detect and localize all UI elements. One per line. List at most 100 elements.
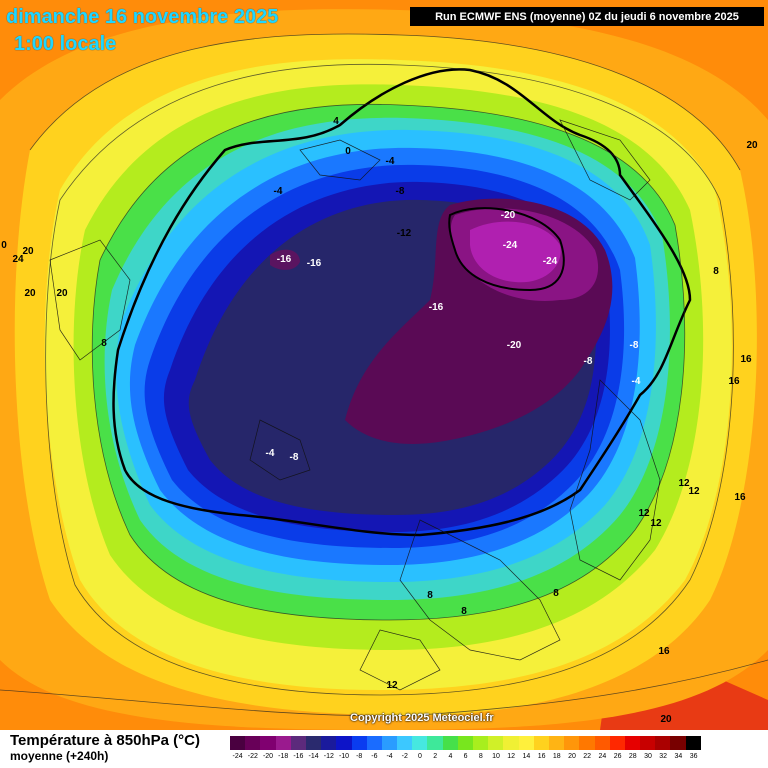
isotherm-label: 24 (12, 254, 24, 265)
legend-tick-label: 32 (659, 753, 668, 760)
legend-tick-label: 12 (507, 753, 516, 760)
isotherm-label: 8 (713, 266, 719, 277)
variable-subtitle: moyenne (+240h) (10, 749, 109, 763)
legend-swatch (381, 736, 398, 750)
legend-tick-label: -20 (262, 753, 274, 760)
legend-tick-label: -12 (323, 753, 334, 760)
isotherm-label: -20 (507, 340, 522, 351)
isotherm-label: 12 (638, 508, 650, 519)
isotherm-label: -16 (429, 302, 444, 313)
legend-swatch (609, 736, 625, 750)
legend-swatch (230, 736, 246, 750)
legend-swatch (260, 736, 276, 750)
legend-swatch (488, 736, 504, 750)
isotherm-label: 16 (734, 492, 746, 503)
legend-swatch (457, 736, 473, 750)
isotherm-label: -16 (307, 258, 322, 269)
isotherm-label: 8 (461, 606, 467, 617)
legend-swatch (427, 736, 443, 750)
isotherm-label: 0 (345, 146, 351, 157)
legend-tick-label: 30 (644, 753, 652, 760)
legend-tick-label: 14 (522, 753, 531, 760)
isotherm-label: -12 (397, 228, 412, 239)
legend-swatch (321, 736, 337, 750)
legend-tick-label: 16 (537, 753, 546, 760)
legend-tick-label: 24 (598, 753, 607, 760)
forecast-time: 1:00 locale (14, 33, 117, 55)
isotherm-label: -20 (501, 210, 516, 221)
legend-swatch (412, 736, 428, 750)
legend-tick-label: -14 (308, 753, 319, 760)
variable-title: Température à 850hPa (°C) (10, 732, 200, 749)
isotherm-label: -24 (543, 256, 558, 267)
isotherm-label: 12 (688, 486, 700, 497)
footer-bar: Température à 850hPa (°C) moyenne (+240h… (0, 730, 768, 768)
legend-ticks: -24 -22 -20 -18 -16 -14 -12 -10 -8 -6 -4 -2 0 2 4 6 8 10 1… (230, 753, 700, 763)
legend-tick-label: 0 (418, 753, 422, 760)
legend-swatch (275, 736, 291, 750)
legend-tick-label: 4 (448, 753, 453, 760)
legend-tick-label: 8 (478, 753, 483, 760)
isotherm-label: 4 (333, 116, 339, 127)
legend-tick-label: -10 (338, 753, 350, 760)
legend-swatch (640, 736, 656, 750)
legend-tick-label: -2 (401, 753, 408, 760)
legend-swatch (397, 736, 413, 750)
isotherm-label: 20 (22, 246, 34, 257)
legend-tick-label: -24 (232, 753, 243, 760)
isotherm-label: 8 (553, 588, 559, 599)
legend-swatch (245, 736, 261, 750)
cold-spot-west (270, 249, 300, 270)
legend-tick-label: -8 (356, 753, 363, 760)
cold-core-center (470, 221, 561, 283)
legend-swatch (518, 736, 534, 750)
isotherm-label: 20 (660, 714, 672, 725)
isotherm-label: 12 (678, 478, 690, 489)
legend-swatch (594, 736, 610, 750)
legend-tick-label: 28 (628, 753, 637, 760)
isotherm-label: 20 (746, 140, 758, 151)
legend-tick-label: 36 (689, 753, 698, 760)
legend-tick-label: 34 (674, 753, 683, 760)
legend-swatch (473, 736, 489, 750)
isotherm-label: -8 (584, 356, 593, 367)
isotherm-label: 16 (740, 354, 752, 365)
legend-tick-label: 20 (568, 753, 576, 760)
legend-tick-label: 10 (492, 753, 500, 760)
legend-swatch (305, 736, 322, 750)
legend-tick-label: 6 (463, 753, 468, 760)
isotherm-label: 20 (56, 288, 68, 299)
isotherm-label: 12 (386, 680, 398, 691)
legend-tick-label: -4 (386, 753, 393, 760)
isotherm-label: -8 (290, 452, 299, 463)
legend-swatch (624, 736, 641, 750)
legend-tick-label: 26 (613, 753, 622, 760)
isotherm-label: -4 (274, 186, 283, 197)
isotherm-label: 20 (24, 288, 36, 299)
isotherm-label: -16 (277, 254, 292, 265)
isotherm-label: -8 (630, 340, 639, 351)
isotherm-label: 8 (101, 338, 107, 349)
isotherm-label: 0 (1, 240, 7, 251)
legend-swatch (290, 736, 306, 750)
isotherm-label: -24 (503, 240, 518, 251)
legend-swatch (655, 736, 671, 750)
legend-swatch (579, 736, 595, 750)
isotherm-label: -8 (396, 186, 405, 197)
isotherm-label: -4 (386, 156, 395, 167)
isotherm-label: 12 (650, 518, 662, 529)
coastlines (49, 119, 661, 691)
legend-tick-label: -22 (247, 753, 258, 760)
contour-minus20 (448, 207, 565, 292)
run-info-banner: Run ECMWF ENS (moyenne) 0Z du jeudi 6 no… (410, 7, 764, 26)
temperature-map: 4 0 -4 -4 -8 -12 -20 -24 -24 -16 -16 -16 -20 -8 -8 -4 -4… (0, 0, 768, 730)
contour-labels: 4 0 -4 -4 -8 -12 -20 -24 -24 -16 -16 -16 -20 -8 -8 -4 -4… (1, 116, 758, 725)
legend-swatch (670, 736, 686, 750)
legend-tick-label: 2 (433, 753, 438, 760)
legend-tick-label: -16 (293, 753, 304, 760)
isotherm-label: -4 (632, 376, 641, 387)
isotherm-label: -4 (266, 448, 275, 459)
legend-swatch (442, 736, 458, 750)
legend-swatch (548, 736, 565, 750)
